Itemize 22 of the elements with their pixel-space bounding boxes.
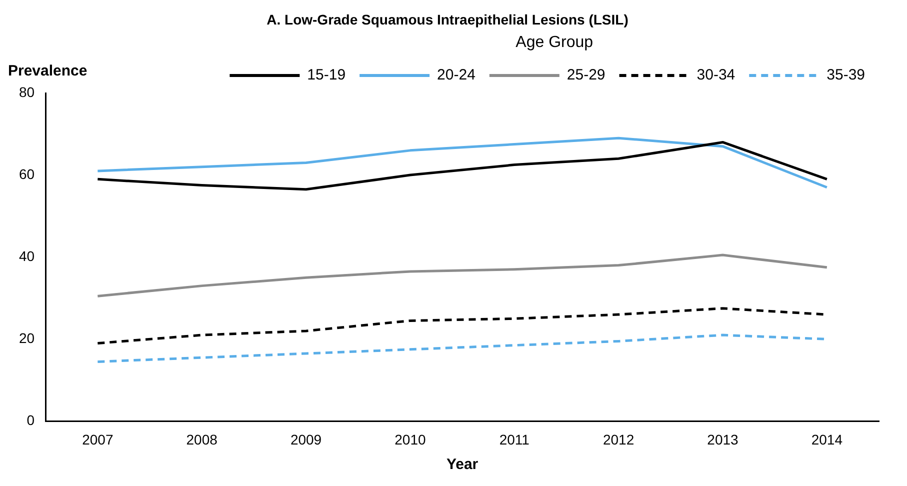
legend-title: Age Group	[516, 34, 594, 52]
y-tick-label: 40	[18, 248, 35, 264]
x-tick-label: 2010	[394, 431, 426, 448]
x-tick-label: 2013	[707, 431, 739, 448]
y-tick-label: 20	[18, 330, 35, 346]
legend-label: 30-34	[696, 66, 736, 84]
x-tick-label: 2007	[82, 431, 114, 448]
legend-label: 25-29	[566, 66, 606, 84]
y-tick-label: 80	[18, 84, 35, 100]
legend-label: 35-39	[826, 66, 866, 84]
x-tick-label: 2012	[602, 431, 634, 448]
legend-label: 20-24	[437, 66, 476, 84]
y-axis-title: Prevalence	[8, 62, 88, 80]
y-tick-label: 0	[26, 412, 35, 428]
x-tick-label: 2014	[811, 431, 843, 448]
legend-label: 15-19	[307, 66, 346, 84]
x-tick-label: 2008	[186, 431, 218, 448]
x-tick-label: 2011	[499, 431, 530, 448]
chart-title: A. Low-Grade Squamous Intraepithelial Lesions (LSIL)	[266, 11, 628, 28]
y-tick-label: 60	[18, 166, 35, 182]
x-axis-title: Year	[446, 456, 478, 474]
x-tick-label: 2009	[290, 431, 322, 448]
